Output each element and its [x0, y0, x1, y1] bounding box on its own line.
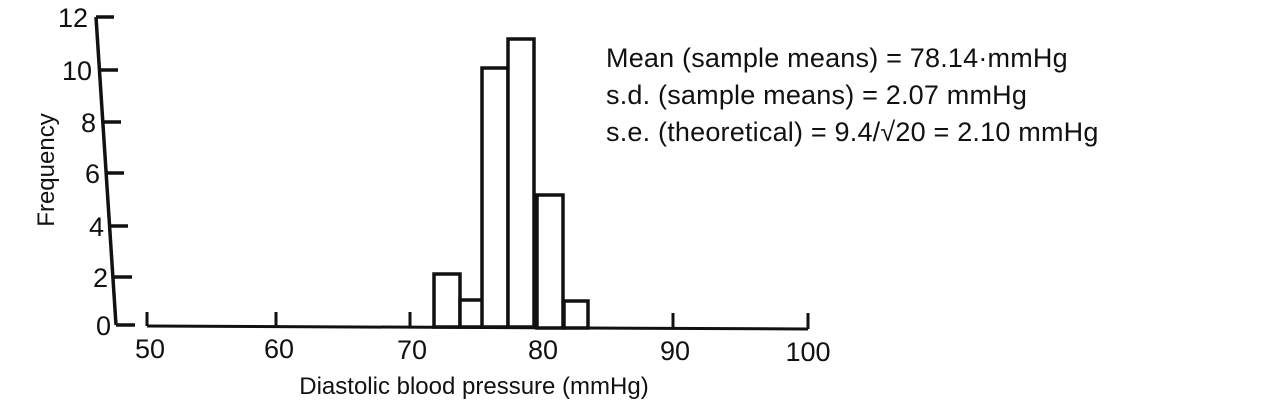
se-stat: s.e. (theoretical) = 9.4/√20 = 2.10 mmHg [606, 117, 1099, 147]
bar-76-78 [480, 66, 510, 329]
y-tick-0: 0 [96, 311, 111, 341]
x-axis-label: Diastolic blood pressure (mmHg) [299, 373, 648, 400]
x-tick-70: 70 [397, 335, 427, 365]
summary-statistics: Mean (sample means) = 78.14·mmHg s.d. (s… [606, 40, 1099, 151]
x-tick-90: 90 [660, 336, 690, 366]
bar-78-80 [506, 37, 536, 329]
y-axis-label: Frequency [33, 113, 60, 226]
sd-stat: s.d. (sample means) = 2.07 mmHg [606, 80, 1028, 110]
y-tick-12: 12 [58, 3, 88, 33]
x-tick-80: 80 [528, 335, 558, 365]
x-tick-labels: 50 60 70 80 90 100 [135, 334, 831, 367]
bar-82-84 [562, 299, 590, 330]
y-tick-10: 10 [62, 56, 92, 86]
y-tick-4: 4 [89, 212, 104, 242]
x-tick-50: 50 [135, 334, 165, 364]
y-tick-8: 8 [81, 108, 96, 138]
bar-72-74 [432, 272, 462, 329]
histogram-bars [432, 37, 590, 330]
x-tick-100: 100 [785, 337, 830, 367]
mean-stat: Mean (sample means) = 78.14·mmHg [606, 43, 1068, 73]
y-tick-2: 2 [93, 263, 108, 293]
x-tick-60: 60 [264, 334, 294, 364]
bar-80-82 [535, 193, 565, 330]
y-tick-labels: 12 10 8 6 4 2 0 [58, 3, 111, 341]
y-tick-6: 6 [85, 159, 100, 189]
y-axis [94, 15, 135, 327]
